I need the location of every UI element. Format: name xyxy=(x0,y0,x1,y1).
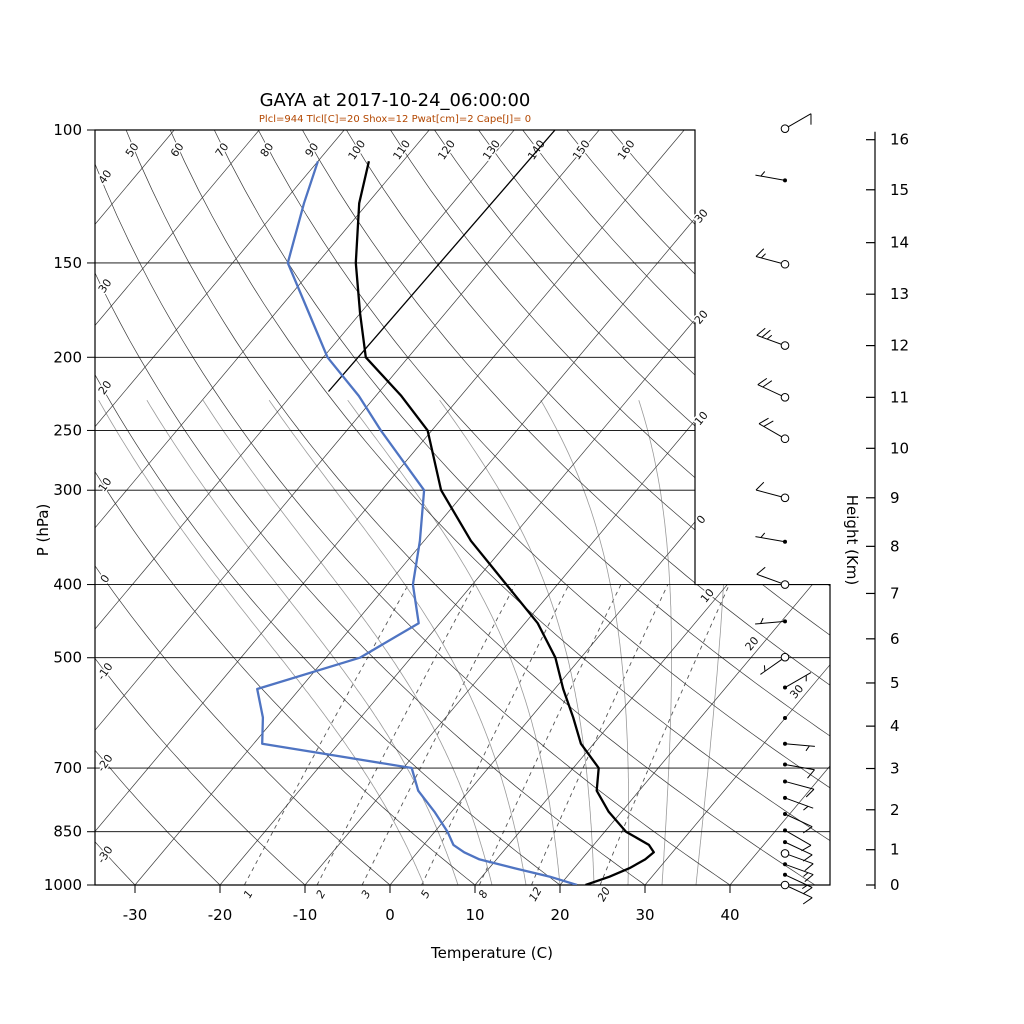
svg-text:30: 30 xyxy=(96,277,115,296)
temperature-axis-label: Temperature (C) xyxy=(431,944,553,962)
svg-text:20: 20 xyxy=(595,885,613,904)
svg-text:700: 700 xyxy=(53,759,82,777)
svg-text:16: 16 xyxy=(890,131,909,149)
sounding-curves xyxy=(256,130,655,885)
svg-text:5: 5 xyxy=(418,888,433,901)
svg-text:8: 8 xyxy=(890,537,900,555)
svg-text:-30: -30 xyxy=(95,844,116,866)
svg-text:2: 2 xyxy=(890,801,900,819)
temperature-axis-ticks: -30 -20 -10 0 10 20 30 40 xyxy=(123,885,740,924)
svg-text:6: 6 xyxy=(890,630,900,648)
svg-text:300: 300 xyxy=(53,481,82,499)
svg-text:110: 110 xyxy=(390,138,413,163)
svg-text:0: 0 xyxy=(98,572,113,585)
svg-text:3: 3 xyxy=(359,888,374,901)
svg-text:15: 15 xyxy=(890,181,909,199)
svg-text:10: 10 xyxy=(465,906,484,924)
svg-text:20: 20 xyxy=(743,634,762,653)
svg-text:-20: -20 xyxy=(208,906,233,924)
svg-text:12: 12 xyxy=(890,337,909,355)
plot-border xyxy=(94,129,831,886)
svg-text:0: 0 xyxy=(694,513,708,527)
svg-text:10: 10 xyxy=(890,439,909,457)
svg-text:-10: -10 xyxy=(293,906,318,924)
svg-text:160: 160 xyxy=(615,138,638,163)
svg-text:70: 70 xyxy=(213,141,232,160)
svg-text:4: 4 xyxy=(890,717,900,735)
svg-text:12: 12 xyxy=(526,885,544,904)
svg-text:1: 1 xyxy=(241,888,256,901)
dewpoint-curve xyxy=(256,160,578,885)
svg-text:100: 100 xyxy=(53,121,82,139)
svg-text:400: 400 xyxy=(53,576,82,594)
svg-text:40: 40 xyxy=(720,906,739,924)
svg-text:10: 10 xyxy=(698,586,717,605)
svg-text:40: 40 xyxy=(96,168,115,187)
wind-barb-column xyxy=(755,113,815,905)
svg-text:1000: 1000 xyxy=(44,876,82,894)
svg-text:14: 14 xyxy=(890,234,909,252)
svg-text:-30: -30 xyxy=(123,906,148,924)
svg-text:200: 200 xyxy=(53,348,82,366)
svg-text:90: 90 xyxy=(303,141,322,160)
svg-text:13: 13 xyxy=(890,285,909,303)
svg-text:5: 5 xyxy=(890,674,900,692)
svg-text:11: 11 xyxy=(890,388,909,406)
svg-text:0: 0 xyxy=(385,906,395,924)
svg-text:80: 80 xyxy=(258,141,277,160)
pressure-axis-label: P (hPa) xyxy=(34,503,52,557)
svg-text:-10: -10 xyxy=(95,660,116,682)
svg-text:150: 150 xyxy=(53,254,82,272)
dry-adiabat-grid xyxy=(95,130,830,885)
svg-text:7: 7 xyxy=(890,584,900,602)
svg-text:250: 250 xyxy=(53,421,82,439)
svg-text:8: 8 xyxy=(476,888,491,901)
svg-text:60: 60 xyxy=(168,141,187,160)
temperature-curve xyxy=(354,161,655,885)
svg-text:30: 30 xyxy=(635,906,654,924)
svg-text:2: 2 xyxy=(314,888,329,901)
svg-text:100: 100 xyxy=(346,138,369,163)
secondary-trace-line xyxy=(328,130,556,392)
svg-text:0: 0 xyxy=(890,876,900,894)
svg-text:1: 1 xyxy=(890,841,900,859)
svg-text:9: 9 xyxy=(890,489,900,507)
svg-text:20: 20 xyxy=(550,906,569,924)
isotherm-grid xyxy=(95,130,830,885)
chart-title: GAYA at 2017-10-24_06:00:00 xyxy=(259,90,531,111)
grid-labels: 50 60 70 80 90 100 110 120 130 140 150 160403020100… xyxy=(93,136,808,905)
height-axis-label: Height (Km) xyxy=(843,494,861,586)
svg-text:850: 850 xyxy=(53,823,82,841)
svg-text:50: 50 xyxy=(123,141,142,160)
svg-text:3: 3 xyxy=(890,760,900,778)
svg-text:500: 500 xyxy=(53,649,82,667)
chart-subtitle: Plcl=944 Tlcl[C]=20 Shox=12 Pwat[cm]=2 C… xyxy=(258,114,532,125)
